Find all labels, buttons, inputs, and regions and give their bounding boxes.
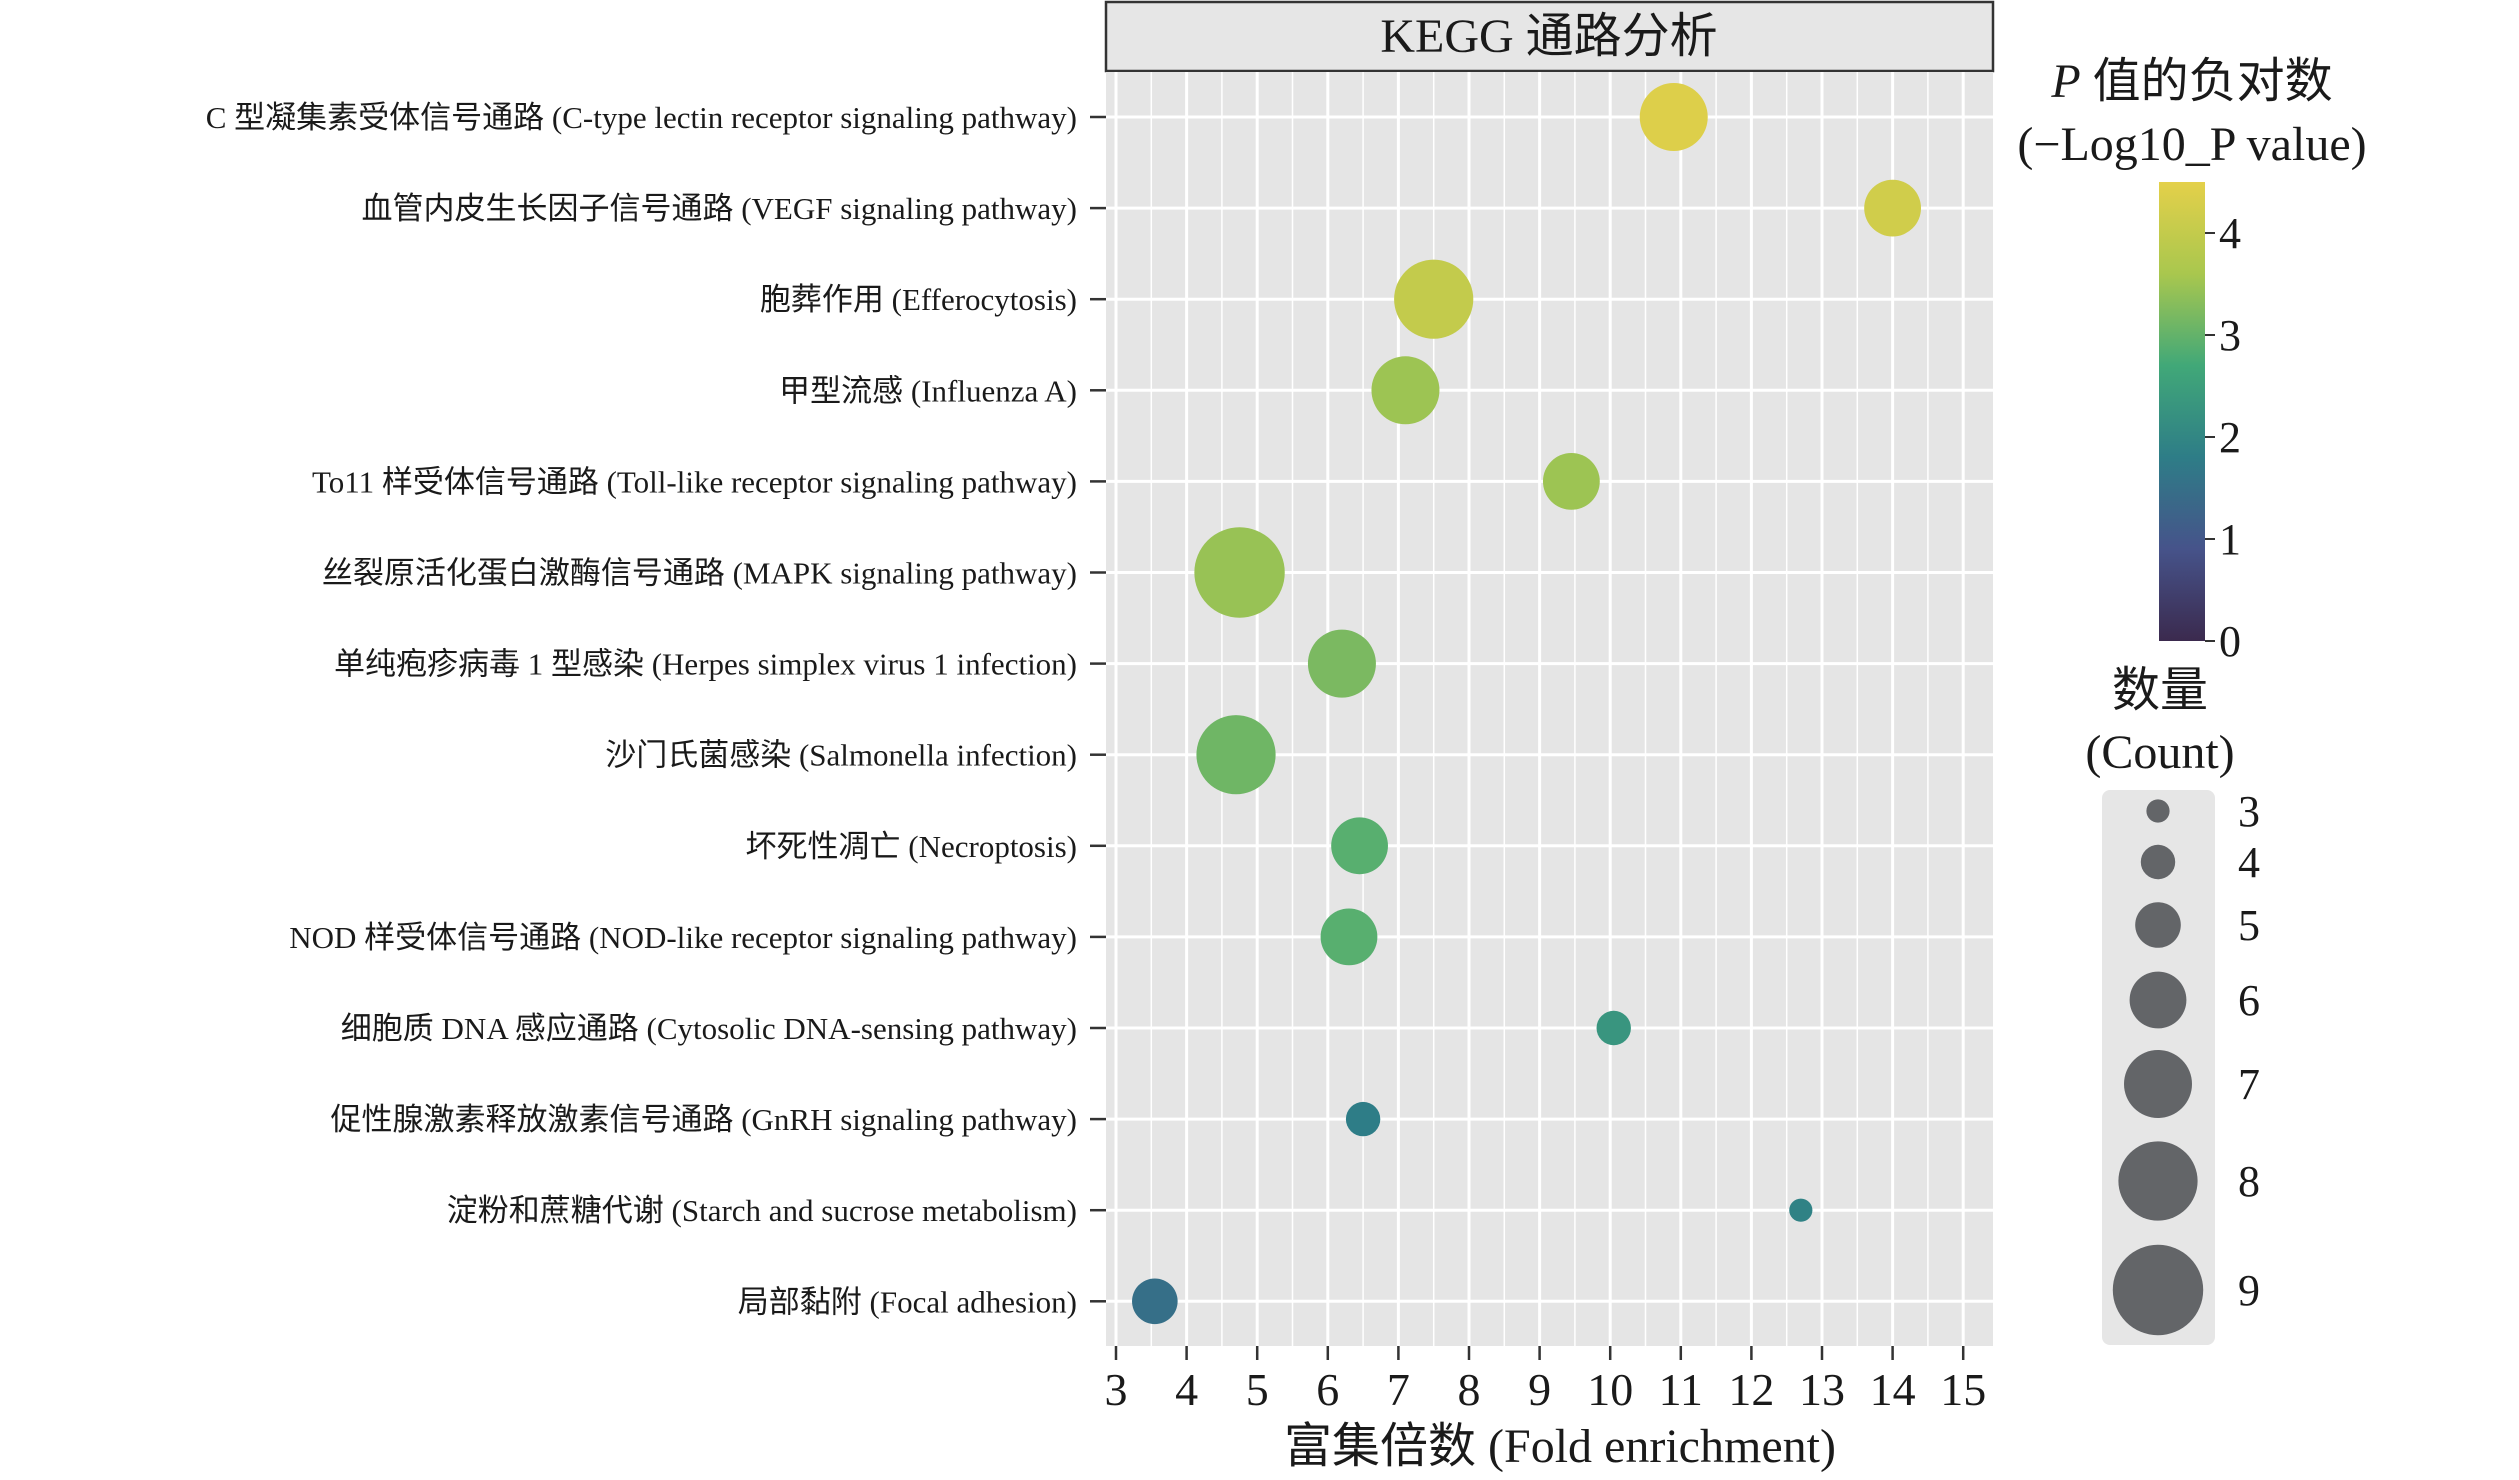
- data-point: [1639, 83, 1708, 151]
- colorbar-tick-label: 1: [2219, 515, 2241, 564]
- size-legend-label: 4: [2238, 838, 2260, 887]
- data-point: [1789, 1198, 1813, 1222]
- title-strip: KEGG 通路分析: [1104, 0, 1995, 73]
- color-legend: P 值的负对数 (−Log10_P value) 0 1 2 3 4: [2017, 55, 2366, 666]
- colorbar-tick-label: 2: [2219, 413, 2241, 462]
- y-tick-label: C 型凝集素受体信号通路 (C-type lectin receptor sig…: [206, 100, 1077, 135]
- title-strip-background: [1104, 0, 1995, 73]
- x-tick-label: 15: [1940, 1364, 1986, 1415]
- x-tick-label: 4: [1175, 1364, 1198, 1415]
- size-legend-label: 7: [2238, 1060, 2260, 1109]
- chart-title: KEGG 通路分析: [1380, 10, 1717, 63]
- data-point: [1345, 1101, 1381, 1137]
- y-tick-label: 血管内皮生长因子信号通路 (VEGF signaling pathway): [361, 191, 1077, 226]
- y-tick-label: 细胞质 DNA 感应通路 (Cytosolic DNA-sensing path…: [341, 1011, 1077, 1046]
- x-axis-title: 富集倍数 (Fold enrichment): [1284, 1420, 1836, 1473]
- size-legend-key: [2146, 799, 2170, 823]
- color-legend-title-line1: P 值的负对数: [2050, 55, 2332, 108]
- y-tick-label: 局部黏附 (Focal adhesion): [738, 1284, 1077, 1319]
- x-tick-label: 13: [1799, 1364, 1845, 1415]
- x-tick-label: 14: [1870, 1364, 1916, 1415]
- x-tick-label: 6: [1316, 1364, 1339, 1415]
- size-legend: 数量 (Count) 34 5 6 7 8 9: [2085, 664, 2260, 1345]
- colorbar: [2159, 182, 2205, 641]
- x-tick-label: 9: [1528, 1364, 1551, 1415]
- data-point: [1196, 715, 1276, 795]
- colorbar-tick-label: 4: [2219, 209, 2241, 258]
- y-tick-label: 坏死性凋亡 (Necroptosis): [746, 829, 1077, 864]
- plot-panel: [1106, 72, 1993, 1346]
- y-tick-label: 单纯疱疹病毒 1 型感染 (Herpes simplex virus 1 inf…: [334, 647, 1077, 682]
- size-legend-label: 8: [2238, 1157, 2260, 1206]
- data-points: [1132, 83, 1921, 1325]
- size-legend-title-line2: (Count): [2085, 726, 2234, 779]
- size-legend-key: [2129, 971, 2187, 1029]
- x-axis: 3 4 5 6 7 8 9 10 11 12 13 14 15: [1105, 1346, 1986, 1415]
- size-legend-key: [2124, 1050, 2192, 1118]
- data-point: [1864, 179, 1921, 237]
- x-tick-label: 8: [1458, 1364, 1481, 1415]
- size-legend-key: [2135, 902, 2181, 948]
- colorbar-tick-label: 3: [2219, 311, 2241, 360]
- data-point: [1320, 908, 1378, 966]
- x-tick-label: 11: [1659, 1364, 1703, 1415]
- size-legend-title-line1: 数量: [2112, 664, 2208, 717]
- y-tick-label: 淀粉和蔗糖代谢 (Starch and sucrose metabolism): [447, 1193, 1077, 1228]
- data-point: [1542, 453, 1600, 510]
- y-tick-label: 甲型流感 (Influenza A): [779, 373, 1077, 408]
- x-tick-label: 5: [1246, 1364, 1269, 1415]
- y-tick-label: 沙门氏菌感染 (Salmonella infection): [605, 738, 1077, 773]
- size-legend-label: 6: [2238, 976, 2260, 1025]
- x-tick-label: 7: [1387, 1364, 1410, 1415]
- data-point: [1132, 1278, 1178, 1325]
- y-axis: C 型凝集素受体信号通路 (C-type lectin receptor sig…: [206, 100, 1106, 1319]
- y-tick-label: 丝裂原活化蛋白激酶信号通路 (MAPK signaling pathway): [322, 556, 1077, 591]
- y-tick-label: 胞葬作用 (Efferocytosis): [760, 282, 1077, 317]
- data-point: [1307, 629, 1376, 698]
- y-tick-label: To11 样受体信号通路 (Toll-like receptor signali…: [312, 464, 1077, 499]
- size-legend-label: 9: [2238, 1266, 2260, 1315]
- data-point: [1194, 527, 1285, 618]
- data-point: [1371, 356, 1440, 425]
- x-tick-label: 10: [1587, 1364, 1633, 1415]
- colorbar-tick-label: 0: [2219, 617, 2241, 666]
- y-tick-label: 促性腺激素释放激素信号通路 (GnRH signaling pathway): [330, 1102, 1077, 1137]
- x-tick-label: 12: [1728, 1364, 1774, 1415]
- size-legend-key: [2112, 1244, 2204, 1336]
- data-point: [1394, 259, 1474, 339]
- color-legend-title-line2: (−Log10_P value): [2017, 118, 2366, 171]
- size-legend-key: [2140, 844, 2176, 880]
- size-legend-label: 5: [2238, 901, 2260, 950]
- data-point: [1596, 1010, 1631, 1046]
- x-tick-label: 3: [1105, 1364, 1128, 1415]
- y-tick-label: NOD 样受体信号通路 (NOD-like receptor signaling…: [289, 920, 1077, 955]
- size-legend-label: 3: [2238, 787, 2260, 836]
- data-point: [1331, 817, 1388, 875]
- size-legend-key: [2118, 1141, 2198, 1221]
